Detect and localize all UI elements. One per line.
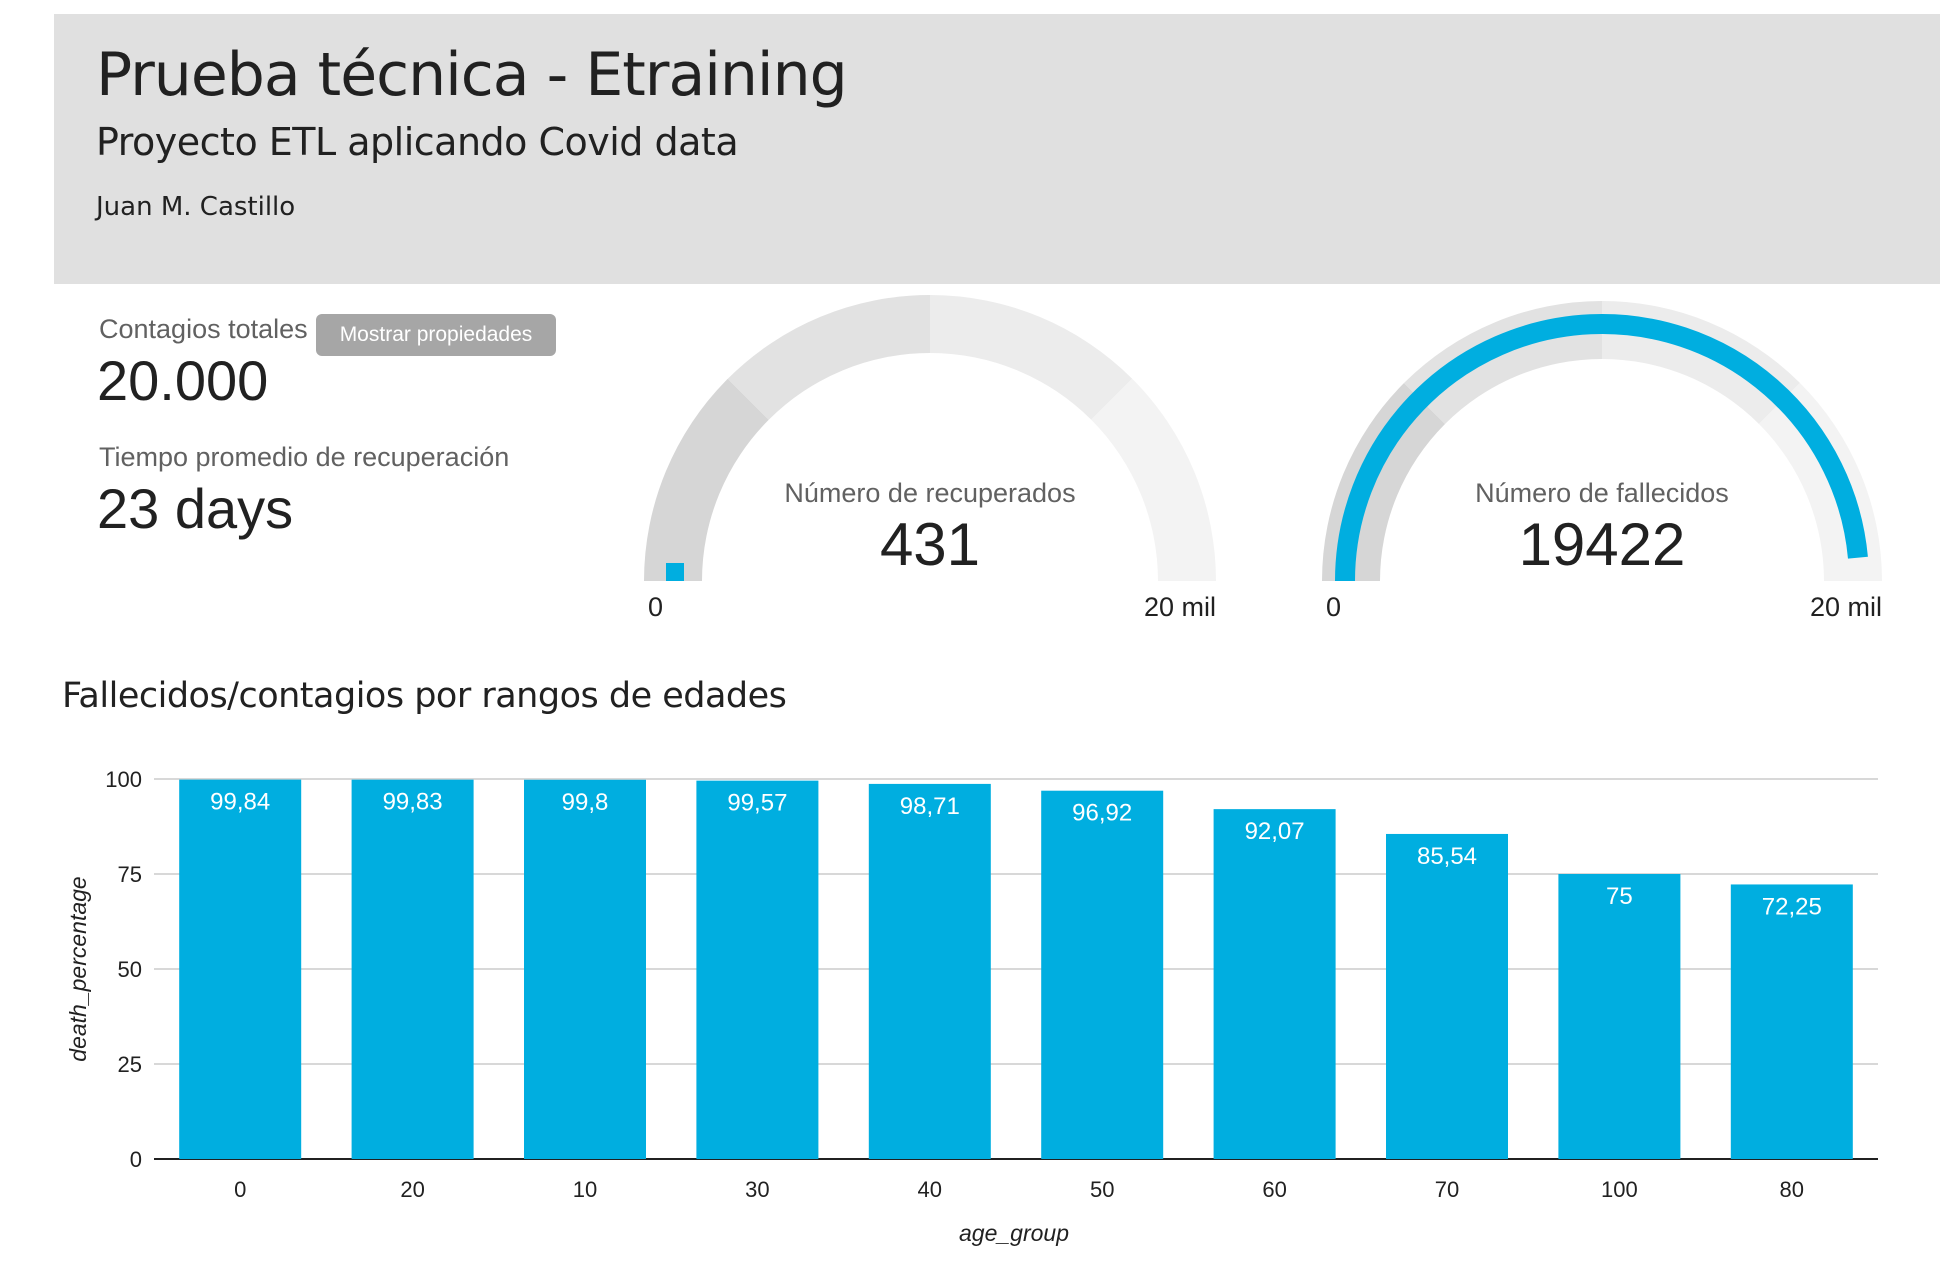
- bar[interactable]: [1558, 874, 1681, 1159]
- contagios-value: 20.000: [97, 349, 269, 412]
- x-tick-label: 60: [1262, 1177, 1286, 1202]
- gauge-band: [644, 378, 769, 581]
- bar-value-label: 99,8: [562, 789, 609, 816]
- bar-value-label: 72,25: [1762, 893, 1822, 920]
- bar-value-label: 92,07: [1245, 818, 1305, 845]
- bar-value-label: 85,54: [1417, 843, 1477, 870]
- x-tick-label: 30: [745, 1177, 769, 1202]
- gauge-recuperados-arc: [644, 295, 1216, 581]
- gauge-value: 19422: [1518, 511, 1686, 578]
- y-tick-label: 25: [118, 1052, 142, 1077]
- show-properties-tooltip[interactable]: Mostrar propiedades: [316, 314, 556, 356]
- x-tick-label: 10: [573, 1177, 597, 1202]
- bar[interactable]: [696, 780, 819, 1159]
- x-tick-label: 80: [1780, 1177, 1804, 1202]
- bar-value-label: 96,92: [1072, 800, 1132, 827]
- gauge-max-label: 20 mil: [1809, 592, 1882, 622]
- bar[interactable]: [351, 779, 474, 1159]
- x-tick-label: 20: [400, 1177, 424, 1202]
- author-name: Juan M. Castillo: [96, 192, 296, 222]
- gauge-label: Número de recuperados: [784, 478, 1076, 508]
- x-tick-label: 40: [918, 1177, 942, 1202]
- bar[interactable]: [179, 779, 302, 1159]
- gauge-value: 431: [879, 511, 981, 578]
- x-tick-label: 50: [1090, 1177, 1114, 1202]
- gauge-band: [727, 295, 930, 420]
- x-axis-label: age_group: [959, 1220, 1069, 1246]
- gauge-max-label: 20 mil: [1143, 592, 1216, 622]
- bar[interactable]: [868, 783, 991, 1159]
- bar-value-label: 99,84: [210, 789, 270, 816]
- gauge-band: [1091, 378, 1216, 581]
- x-tick-label: 70: [1435, 1177, 1459, 1202]
- contagios-label: Contagios totales: [99, 314, 308, 344]
- gauge-min-label: 0: [1326, 592, 1342, 622]
- tiempo-value: 23 days: [97, 477, 294, 540]
- gauge-recuperados: Número de recuperados 431 0 20 mil: [644, 294, 1216, 634]
- y-axis-label: death_percentage: [65, 876, 91, 1061]
- gauge-band: [930, 295, 1133, 420]
- y-tick-label: 0: [130, 1147, 142, 1172]
- x-tick-label: 100: [1601, 1177, 1638, 1202]
- y-tick-label: 50: [118, 957, 142, 982]
- bar[interactable]: [1041, 790, 1164, 1159]
- page-title: Prueba técnica - Etraining: [96, 40, 848, 110]
- bar-value-label: 99,57: [727, 790, 787, 817]
- gauge-fallecidos: Número de fallecidos 19422 0 20 mil: [1322, 294, 1882, 634]
- page-subtitle: Proyecto ETL aplicando Covid data: [96, 120, 739, 164]
- bar-value-label: 99,83: [383, 789, 443, 816]
- bar-value-label: 75: [1606, 883, 1633, 910]
- gauge-value-marker: [666, 563, 684, 581]
- y-tick-label: 100: [105, 767, 142, 792]
- bar[interactable]: [1386, 833, 1508, 1159]
- gauge-min-label: 0: [648, 592, 664, 622]
- bar[interactable]: [1730, 884, 1853, 1159]
- bar-value-label: 98,71: [900, 793, 960, 820]
- bar[interactable]: [524, 779, 646, 1159]
- chart-title: Fallecidos/contagios por rangos de edade…: [62, 676, 787, 716]
- tiempo-label: Tiempo promedio de recuperación: [99, 442, 510, 472]
- dashboard-header: Prueba técnica - Etraining Proyecto ETL …: [54, 14, 1940, 284]
- y-tick-label: 75: [118, 862, 142, 887]
- bar-chart: 0 25 50 75 100 99,84 0 99,83 20 99,8 10 99,57 30 98,7…: [65, 767, 1878, 1246]
- gauge-value-arc: [1335, 314, 1868, 582]
- gauge-fallecidos-arc: [1322, 301, 1882, 582]
- x-tick-label: 0: [234, 1177, 246, 1202]
- gauge-label: Número de fallecidos: [1475, 478, 1729, 508]
- bar[interactable]: [1213, 809, 1336, 1159]
